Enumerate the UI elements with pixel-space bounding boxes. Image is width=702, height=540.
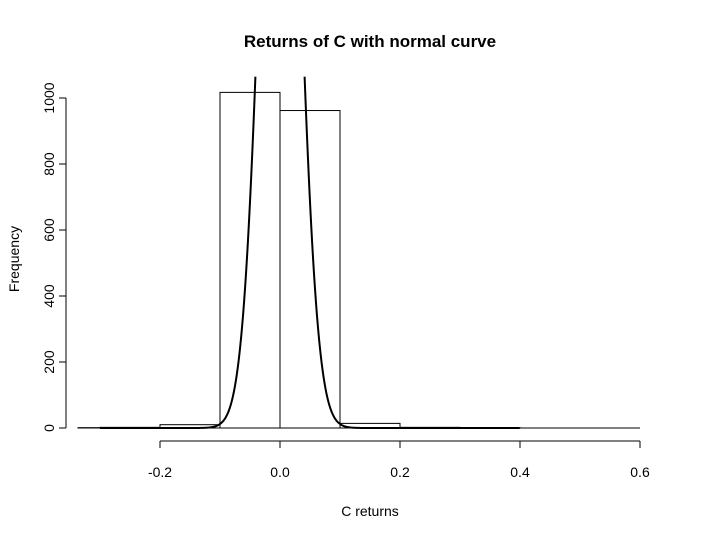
x-axis: -0.2 0.0 0.2 0.4 0.6 [148,440,650,480]
x-tick-label: 0.4 [510,464,530,480]
normal-curve-segment-0 [100,76,257,429]
histogram-bar-4 [279,110,341,429]
x-tick-label: 0.2 [390,464,410,480]
normal-curve-layer [100,76,520,429]
chart-title: Returns of C with normal curve [244,32,496,51]
y-axis-label: Frequency [6,226,22,292]
y-axis: 0 200 400 600 800 1000 [41,82,67,432]
y-tick-label: 600 [41,218,57,242]
x-axis-label: C returns [341,503,399,519]
x-tick-label: 0.0 [270,464,290,480]
x-tick-label: 0.6 [630,464,650,480]
y-tick-label: 0 [41,424,57,432]
histogram-bars [77,91,640,429]
y-tick-label: 1000 [41,82,57,113]
normal-curve-segment-1 [303,76,520,429]
y-tick-label: 800 [41,152,57,176]
histogram-bar-3 [219,91,281,429]
x-tick-label: -0.2 [148,464,172,480]
y-tick-label: 200 [41,350,57,374]
y-tick-label: 400 [41,284,57,308]
